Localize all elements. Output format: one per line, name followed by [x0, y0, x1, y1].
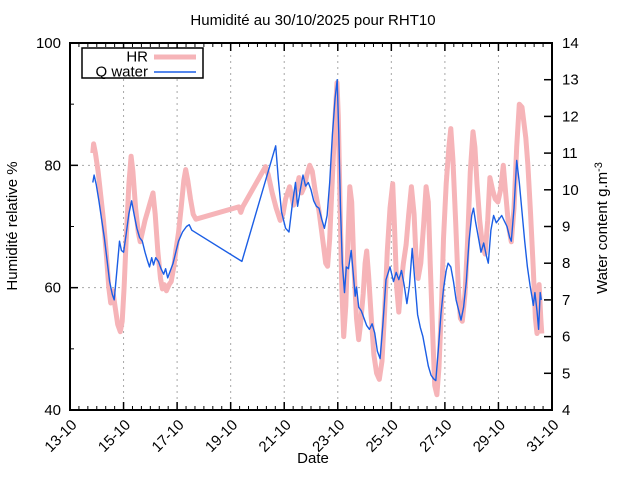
y-left-axis-label: Humidité relative % [4, 161, 21, 290]
series-line-q-water [92, 78, 542, 382]
y-left-tick-label: 100 [36, 35, 61, 52]
y-right-tick-label: 12 [562, 108, 579, 125]
y-right-tick-label: 14 [562, 35, 579, 52]
axis-ticks [69, 42, 553, 411]
y-right-tick-label: 8 [562, 255, 570, 272]
x-tick-label: 29-10 [470, 417, 509, 456]
series-line-hr [90, 80, 545, 398]
y-right-tick-label: 13 [562, 72, 579, 89]
series-lines [90, 78, 545, 398]
x-tick-label: 27-10 [416, 417, 455, 456]
x-tick-label: 21-10 [256, 417, 295, 456]
legend-label-hr: HR [126, 49, 148, 66]
x-tick-label: 19-10 [202, 417, 241, 456]
x-tick-label: 15-10 [95, 417, 134, 456]
x-tick-label: 13-10 [41, 417, 80, 456]
y-left-tick-label: 40 [44, 402, 61, 419]
y-left-tick-label: 60 [44, 280, 61, 297]
y-right-tick-label: 9 [562, 219, 570, 236]
x-axis-label: Date [297, 450, 329, 467]
y-right-axis-label-base: Water content g.m [594, 172, 611, 294]
x-tick-label: 17-10 [148, 417, 187, 456]
x-tick-label: 25-10 [363, 417, 402, 456]
x-tick-label: 31-10 [523, 417, 562, 456]
y-right-tick-label: 11 [562, 145, 578, 162]
y-right-tick-label: 4 [562, 402, 570, 419]
legend-box [81, 47, 204, 79]
legend: HRQ water [81, 47, 204, 81]
y-right-tick-label: 5 [562, 365, 570, 382]
y-right-tick-label: 6 [562, 329, 570, 346]
chart-title: Humidité au 30/10/2025 pour RHT10 [190, 12, 435, 29]
y-right-axis-label: Water content g.m-3 [593, 162, 611, 294]
axis-tick-labels: 13-10 15-10 17-10 19-10 21-10 23-10 25-10 27-10… [36, 35, 579, 456]
y-left-tick-label: 80 [44, 157, 61, 174]
y-right-axis-label-superscript: -3 [593, 162, 605, 172]
legend-label-q-water: Q water [95, 64, 148, 81]
y-right-tick-label: 10 [562, 182, 579, 199]
y-right-tick-label: 7 [562, 292, 570, 309]
